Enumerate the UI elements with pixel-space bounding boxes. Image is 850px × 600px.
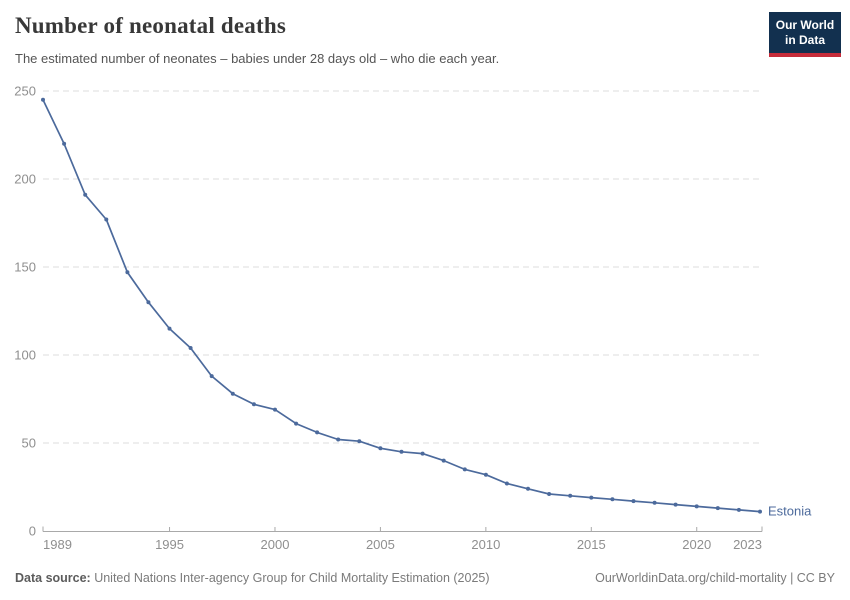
- x-tick-label: 2015: [577, 537, 606, 552]
- data-source: Data source: United Nations Inter-agency…: [15, 571, 490, 585]
- data-point[interactable]: [504, 481, 509, 486]
- data-point[interactable]: [273, 407, 277, 412]
- data-point[interactable]: [673, 502, 678, 507]
- data-point[interactable]: [83, 192, 88, 197]
- data-point[interactable]: [610, 497, 615, 502]
- x-tick-label: 2000: [261, 537, 290, 552]
- y-tick-label: 0: [29, 524, 36, 539]
- x-tick-label: 2010: [471, 537, 500, 552]
- chart-subtitle: The estimated number of neonates – babie…: [15, 51, 500, 66]
- x-tick-label: 1989: [43, 537, 72, 552]
- data-point[interactable]: [209, 374, 214, 379]
- data-point[interactable]: [568, 493, 573, 498]
- data-point[interactable]: [104, 217, 109, 222]
- x-tick-label: 2020: [682, 537, 711, 552]
- y-tick-label: 150: [14, 260, 36, 275]
- data-point[interactable]: [715, 506, 720, 511]
- data-point[interactable]: [251, 402, 256, 407]
- data-point[interactable]: [589, 495, 594, 500]
- data-point[interactable]: [462, 467, 467, 472]
- logo-line-1: Our World: [775, 18, 835, 32]
- data-point[interactable]: [483, 472, 488, 477]
- x-tick-label: 2005: [366, 537, 395, 552]
- data-point[interactable]: [294, 421, 299, 426]
- data-source-value: United Nations Inter-agency Group for Ch…: [90, 571, 490, 585]
- data-point[interactable]: [441, 458, 446, 463]
- data-point[interactable]: [230, 391, 235, 396]
- data-point[interactable]: [62, 141, 67, 146]
- data-point[interactable]: [547, 492, 552, 496]
- data-point[interactable]: [315, 430, 320, 435]
- data-point[interactable]: [758, 509, 762, 514]
- data-point[interactable]: [146, 300, 151, 305]
- y-tick-label: 250: [14, 84, 36, 99]
- x-tick-label: 2023: [733, 537, 762, 552]
- entity-label[interactable]: Estonia: [768, 504, 812, 519]
- footer-link[interactable]: OurWorldinData.org/child-mortality | CC …: [595, 571, 835, 585]
- page-title: Number of neonatal deaths: [15, 13, 287, 38]
- data-point[interactable]: [188, 346, 193, 350]
- y-tick-label: 200: [14, 172, 36, 187]
- data-point[interactable]: [526, 486, 530, 491]
- data-point[interactable]: [736, 507, 741, 512]
- data-point[interactable]: [694, 504, 699, 509]
- y-tick-label: 50: [22, 436, 36, 451]
- logo-line-2: in Data: [784, 33, 825, 47]
- data-point[interactable]: [167, 326, 172, 331]
- data-point[interactable]: [631, 499, 636, 504]
- data-point[interactable]: [125, 270, 130, 275]
- data-point[interactable]: [41, 97, 45, 102]
- data-point[interactable]: [378, 446, 383, 451]
- data-point[interactable]: [420, 451, 425, 456]
- data-point[interactable]: [357, 439, 362, 444]
- data-point[interactable]: [336, 437, 341, 442]
- owid-logo: Our World in Data: [769, 12, 841, 57]
- data-source-label: Data source:: [15, 571, 91, 585]
- y-tick-label: 100: [14, 348, 36, 363]
- x-tick-label: 1995: [155, 537, 184, 552]
- data-point[interactable]: [399, 449, 404, 454]
- data-point[interactable]: [652, 500, 657, 505]
- chart-footer: Data source: United Nations Inter-agency…: [15, 571, 835, 585]
